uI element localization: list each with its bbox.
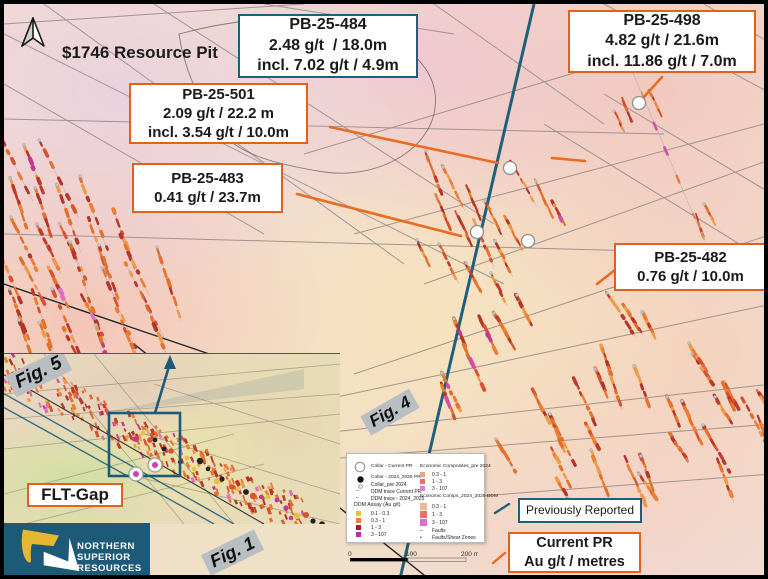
svg-text:100: 100 xyxy=(406,551,417,558)
svg-text:0: 0 xyxy=(348,551,352,558)
svg-text:NORTHERN: NORTHERN xyxy=(77,541,135,552)
svg-text:200 m: 200 m xyxy=(461,551,478,558)
svg-text:RESOURCES: RESOURCES xyxy=(77,563,142,574)
svg-text:SUPERIOR: SUPERIOR xyxy=(77,552,131,563)
